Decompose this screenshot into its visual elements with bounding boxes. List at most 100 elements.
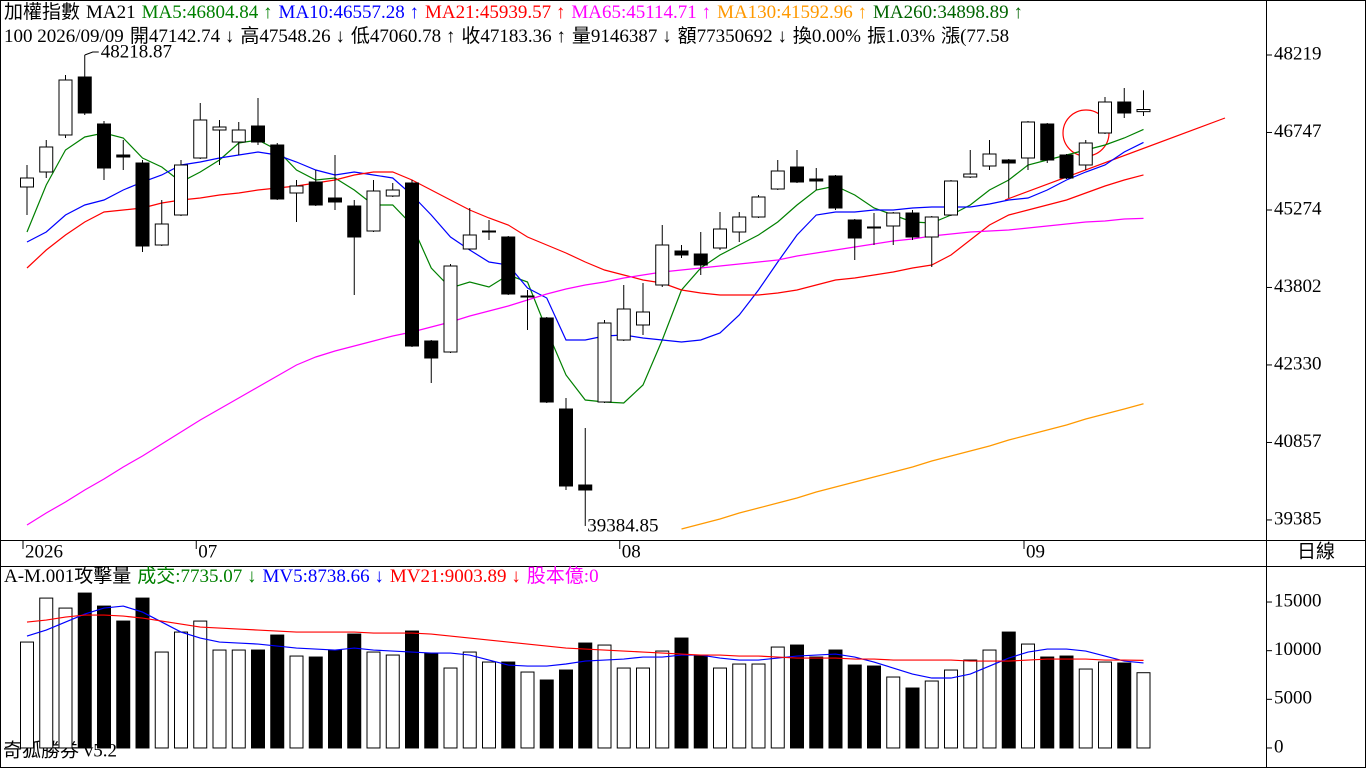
info-item: 振1.03% <box>867 25 935 47</box>
candle-body <box>482 230 496 233</box>
volume-bar <box>328 649 342 749</box>
y-tick-label: 40857 <box>1274 431 1322 452</box>
volume-bar <box>501 661 516 749</box>
info-item: 漲(77.58 <box>941 25 1009 47</box>
annotation-leader <box>84 51 99 56</box>
x-tick-label: 09 <box>1026 541 1045 562</box>
candle-body <box>462 234 477 250</box>
candle-body <box>539 317 554 403</box>
ma-line <box>26 217 1144 526</box>
volume-bar <box>655 650 670 749</box>
volume-bar <box>77 592 92 749</box>
candle-body <box>924 216 939 238</box>
candle-body <box>501 236 516 295</box>
candle-body <box>1040 123 1055 161</box>
volume-bar <box>732 663 747 749</box>
ma-line <box>26 171 1144 296</box>
y-tick-label: 42330 <box>1274 353 1322 374</box>
candle-body <box>77 76 92 114</box>
info-item: 100 2026/09/09 <box>4 26 124 47</box>
candle-body <box>674 250 689 256</box>
candle-body <box>289 185 304 194</box>
legend-entry: MV21:9003.89 ↓ <box>390 566 521 587</box>
period-label: 日線 <box>1297 540 1335 562</box>
volume-bar <box>713 667 727 749</box>
candle-body <box>58 79 73 136</box>
volume-bar <box>20 641 34 749</box>
volume-bar <box>366 651 381 749</box>
candle-body <box>982 153 997 167</box>
volume-bar <box>1117 662 1132 749</box>
candle-body <box>1117 101 1132 114</box>
candle-body <box>732 216 747 233</box>
volume-bar <box>193 620 208 749</box>
volume-bar <box>1001 631 1016 749</box>
candle-body <box>174 164 188 216</box>
candle-body <box>39 146 54 173</box>
volume-bar <box>1021 643 1035 749</box>
candle-body <box>116 154 131 158</box>
volume-bar <box>1098 661 1112 749</box>
volume-bar <box>116 620 131 749</box>
ma-line <box>26 614 1144 662</box>
info-item: 換0.00% <box>793 25 861 47</box>
volume-bar <box>385 654 400 749</box>
candle-body <box>1136 109 1151 113</box>
candle-body <box>655 244 670 286</box>
info-item: 額77350692 ↓ <box>678 25 787 47</box>
volume-bar <box>482 661 496 749</box>
y-tick-label: 45274 <box>1274 198 1322 219</box>
volume-bar <box>924 680 939 749</box>
volume-bar <box>39 597 54 749</box>
volume-bar <box>693 655 708 749</box>
info-item: 收47183.36 ↑ <box>461 25 566 47</box>
candle-body <box>636 311 650 326</box>
ma-line <box>681 403 1144 530</box>
x-tick-label: 2026 <box>25 541 63 562</box>
header: 加權指數 MA21 MA5:46804.84 ↑ MA10:46557.28 ↑ MA2… <box>4 1 1023 47</box>
candle-body <box>847 219 862 239</box>
y-tick-label: 5000 <box>1274 688 1312 709</box>
legend-entry: 成交:7735.07 ↓ <box>137 565 256 587</box>
candle-body <box>424 340 439 359</box>
legend-title: A-M.001攻擊量 <box>4 565 131 587</box>
annotation: 48218.87 <box>101 41 172 62</box>
y-tick-label: 46747 <box>1274 121 1322 142</box>
candle-body <box>944 180 958 216</box>
volume-bar <box>559 669 573 749</box>
volume-bar <box>174 631 188 749</box>
volume-bar <box>597 644 612 749</box>
volume-bar <box>944 669 958 749</box>
candle-body <box>20 177 34 188</box>
y-tick-label: 48219 <box>1274 43 1322 64</box>
legend-entry: MA21:45939.57 ↑ <box>425 2 565 23</box>
volume-bar <box>867 665 881 749</box>
candle-body <box>366 190 381 232</box>
candle-body <box>751 196 766 218</box>
legend-indicator: MA21 <box>86 2 136 23</box>
volume-bar <box>443 667 458 749</box>
info-item: 量9146387 ↓ <box>572 26 672 47</box>
candle-body <box>828 175 843 209</box>
volume-bar <box>405 630 419 749</box>
info-line: 100 2026/09/09 開47142.74 ↓ 高47548.26 ↓ 低470… <box>4 25 1009 47</box>
candle-body <box>193 119 208 159</box>
legend: 加權指數 MA21 MA5:46804.84 ↑ MA10:46557.28 ↑ MA2… <box>4 1 1023 23</box>
volume-bar <box>97 605 111 749</box>
volume-bar <box>308 656 323 749</box>
x-tick-label: 07 <box>198 541 217 562</box>
candle-body <box>231 129 246 143</box>
volume-bar <box>520 671 535 749</box>
candle-body <box>790 166 804 183</box>
candle-body <box>328 197 342 203</box>
ma-line <box>26 605 1144 679</box>
volume-bar <box>847 664 862 749</box>
volume-bar <box>212 649 227 749</box>
x-tick-label: 08 <box>622 541 641 562</box>
candle-body <box>886 212 901 227</box>
candle-body <box>867 226 881 229</box>
volume-bar <box>1136 672 1151 749</box>
legend-entry: MA130:41592.96 ↑ <box>717 2 867 23</box>
legend-entry: 股本億:0 <box>527 565 599 587</box>
